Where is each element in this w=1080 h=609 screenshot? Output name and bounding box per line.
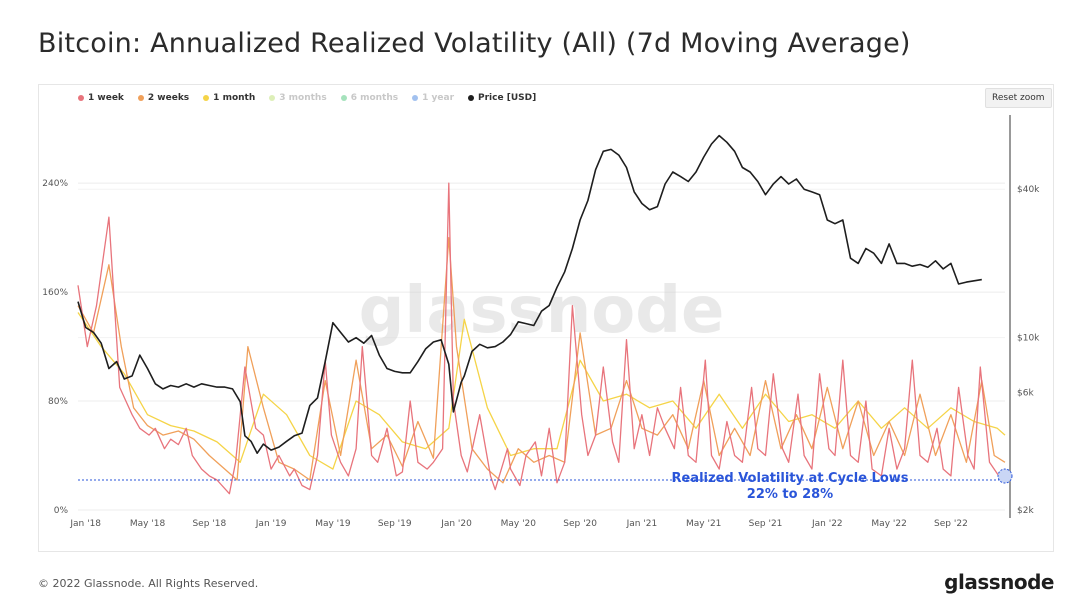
legend-marker-icon [137,95,144,101]
copyright-notice: © 2022 Glassnode. All Rights Reserved. [38,577,259,590]
x-tick-label: Sep '19 [378,519,412,529]
legend-item-1-week[interactable]: 1 week [78,93,124,103]
x-tick-label: Sep '22 [934,519,968,529]
x-tick-label: Jan '22 [811,519,843,529]
legend-label: 1 month [213,93,256,103]
legend-label: 1 week [88,93,124,103]
page-title: Bitcoin: Annualized Realized Volatility … [38,28,911,59]
y-right-tick-label: $6k [1017,388,1034,398]
x-tick-label: May '18 [130,519,166,529]
x-tick-label: Jan '19 [255,519,287,529]
legend-item-6-months[interactable]: 6 months [340,93,399,103]
y-left-tick-label: 80% [48,397,68,407]
x-tick-label: Sep '18 [192,519,226,529]
x-tick-label: May '20 [501,519,537,529]
legend-marker-icon [340,95,347,101]
x-tick-label: May '19 [315,519,351,529]
legend-label: 1 year [422,93,455,103]
legend-marker-icon [269,95,276,101]
legend-label: 2 weeks [147,93,190,103]
legend-label: 3 months [279,93,327,103]
y-right-tick-label: $2k [1017,506,1034,516]
y-left-tick-label: 240% [42,179,68,189]
y-left-tick-label: 0% [54,506,69,516]
glassnode-logo: glassnode [944,570,1054,594]
y-right-tick-label: $10k [1017,334,1040,344]
legend-label: Price [USD] [478,93,537,103]
annotation-range: 22% to 28% [747,487,833,502]
legend-item-2-weeks[interactable]: 2 weeks [137,93,190,103]
legend-label: 6 months [350,93,399,103]
x-tick-label: May '22 [871,519,906,529]
series-line-1-week [77,182,1006,495]
x-tick-label: Sep '20 [563,519,597,529]
legend-item-1-year[interactable]: 1 year [412,93,454,103]
series-line-2-weeks [77,236,1006,484]
y-right-tick-label: $40k [1017,185,1040,195]
series-line-price-usd [77,134,982,455]
chart-legend: 1 week 2 weeks 1 month 3 months 6 months 1 ye… [78,93,536,103]
legend-item-3-months[interactable]: 3 months [269,93,327,103]
y-left-tick-label: 160% [42,288,68,298]
legend-marker-icon [78,95,84,101]
legend-marker-icon [412,95,419,101]
x-tick-label: Jan '20 [440,519,472,529]
legend-marker-icon [203,95,210,101]
annotation-title: Realized Volatility at Cycle Lows [671,471,908,486]
x-tick-label: Sep '21 [749,519,783,529]
x-tick-label: Jan '18 [69,519,101,529]
legend-item-price-usd[interactable]: Price [USD] [468,93,536,103]
legend-item-1-month[interactable]: 1 month [203,93,255,103]
x-tick-label: May '21 [686,519,721,529]
x-tick-label: Jan '21 [626,519,658,529]
legend-marker-icon [468,95,475,101]
reset-zoom-button[interactable]: Reset zoom [985,88,1052,108]
current-level-marker-icon [997,468,1013,484]
